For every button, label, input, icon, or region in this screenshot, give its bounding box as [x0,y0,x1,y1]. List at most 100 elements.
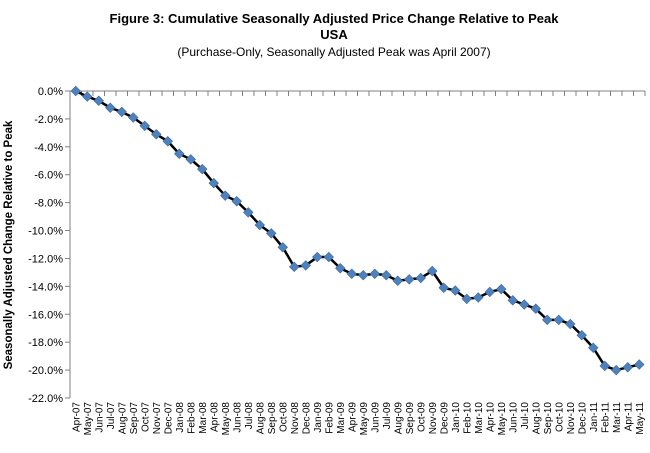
data-point [300,260,311,271]
x-tick-label: Jul-08 [244,402,255,430]
data-point [622,362,633,373]
x-tick-label: Mar-09 [336,402,347,434]
x-tick-label: Sep-09 [405,402,416,435]
x-tick-label: Jun-07 [94,402,105,433]
x-tick-label: Dec-07 [163,402,174,435]
x-tick-label: Nov-08 [290,402,301,435]
x-tick-label: Jul-07 [106,402,117,430]
x-tick-label: Feb-10 [462,402,473,434]
x-tick-label: Mar-08 [198,402,209,434]
plot-area [70,85,645,376]
data-point [197,163,208,175]
data-point [392,275,403,287]
data-point [461,293,472,305]
chart-title-line2: USA [320,27,348,42]
x-tick-label: Oct-09 [416,402,427,432]
x-tick-label: Jan-11 [589,402,600,432]
x-tick-label: Feb-08 [186,402,197,434]
x-tick-label: May-08 [221,402,232,436]
x-tick-label: Sep-08 [267,402,278,435]
chart-subtitle: (Purchase-Only, Seasonally Adjusted Peak… [177,45,490,59]
data-point [484,286,495,298]
x-tick-label: Jan-08 [175,402,186,433]
x-tick-label: Nov-10 [566,402,577,435]
data-point [139,120,150,132]
x-tick-label: May-07 [83,402,94,436]
y-tick-label: -22.0% [28,393,63,405]
data-point [266,228,277,239]
x-tick-label: Mar-11 [612,402,623,433]
x-tick-label: Jul-10 [520,402,531,430]
x-tick-label: Dec-08 [301,402,312,435]
y-tick-label: -20.0% [28,365,63,377]
data-point [335,262,346,274]
x-tick-label: Sep-07 [129,402,140,435]
x-tick-label: Aug-07 [117,402,128,435]
x-tick-label: Dec-09 [439,402,450,435]
y-tick-label: -10.0% [28,226,63,238]
x-tick-label: Aug-09 [393,402,404,435]
x-tick-label: Aug-10 [531,402,542,435]
y-tick-label: -18.0% [28,337,63,349]
x-tick-label: Oct-10 [554,402,565,432]
data-point [496,283,507,295]
x-tick-label: May-10 [497,402,508,436]
x-tick-label: Feb-11 [600,402,611,433]
data-point [473,292,484,303]
data-point [450,285,461,296]
data-point [70,85,81,97]
y-tick-label: -16.0% [28,309,63,321]
data-point [553,314,564,326]
x-tick-label: Apr-07 [71,402,82,432]
data-point [323,251,334,263]
data-point [611,364,622,376]
x-tick-label: Jun-09 [370,402,381,433]
x-tick-label: Apr-10 [485,402,496,432]
y-axis-label: Seasonally Adjusted Change Relative to P… [3,120,15,369]
x-tick-label: May-09 [359,402,370,436]
x-tick-label: Jun-08 [232,402,243,433]
data-point [289,261,300,273]
data-point [404,274,415,285]
data-point [151,129,162,140]
data-point [358,269,369,281]
data-point [82,91,93,102]
x-tick-label: Apr-09 [347,402,358,432]
data-point [427,265,438,277]
y-tick-label: -14.0% [28,281,63,293]
data-point [93,95,104,106]
data-point [254,219,265,231]
data-point [220,190,231,201]
x-tick-label: Oct-07 [140,402,151,432]
x-tick-label: Sep-10 [543,402,554,435]
x-tick-label: Jan-10 [451,402,462,433]
series-line [75,89,640,372]
data-point [519,299,530,310]
x-tick-label: Nov-09 [428,402,439,435]
data-point [369,268,380,280]
data-point [243,207,254,218]
chart-title: Figure 3: Cumulative Seasonally Adjusted… [110,11,560,26]
data-point [634,359,645,370]
x-tick-label: Feb-09 [324,402,335,434]
y-tick-label: -2.0% [34,114,63,126]
data-point [185,154,196,165]
data-point [208,177,219,189]
data-point [381,269,392,281]
data-point [128,112,139,123]
data-point [565,318,576,330]
x-tick-label: Mar-10 [474,402,485,434]
x-tick-label: Jul-09 [382,402,393,430]
data-point [438,282,449,293]
data-point [588,342,599,353]
data-point [312,251,323,263]
data-point [530,303,541,314]
y-tick-label: -4.0% [34,142,63,154]
y-tick-label: 0.0% [38,86,63,98]
data-point [231,196,242,207]
x-tick-label: Apr-08 [209,402,220,432]
x-tick-label: Nov-07 [152,402,163,435]
data-point [162,136,173,147]
data-point [346,268,357,280]
